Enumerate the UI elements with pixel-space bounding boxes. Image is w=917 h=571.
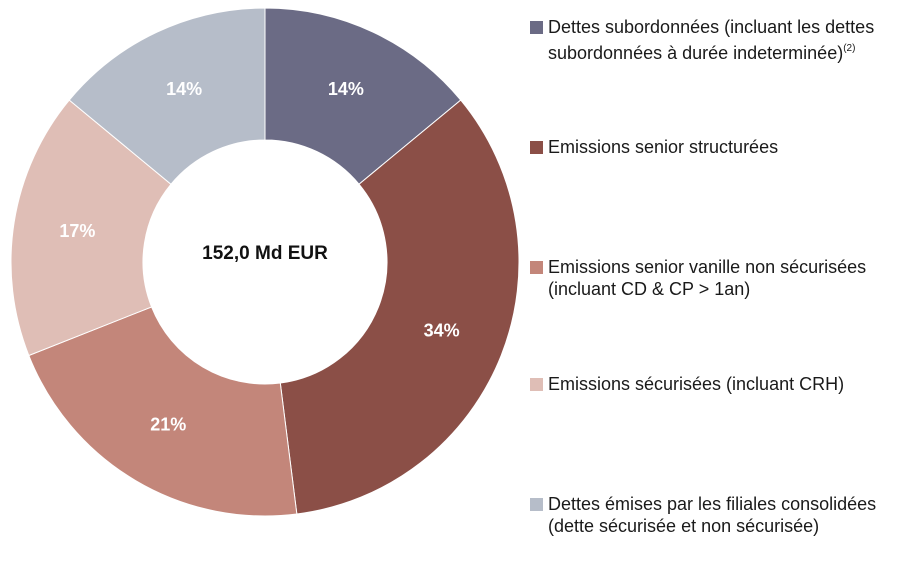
legend-text: Emissions sécurisées (incluant CRH) [548,373,910,395]
data-label: 34% [424,321,460,341]
legend-text: Emissions senior structurées [548,136,910,158]
data-label: 14% [328,79,364,99]
data-label: 17% [59,221,95,241]
legend-label: Dettes subordonnées (incluant les dettes… [548,17,875,63]
legend-item: Emissions senior structurées [530,136,910,158]
legend-text: Emissions senior vanille non sécurisées … [548,256,910,300]
legend-swatch [530,498,543,511]
legend-swatch [530,261,543,274]
data-label: 21% [150,414,186,434]
legend-label: Emissions sécurisées (incluant CRH) [548,374,845,394]
donut-segment [28,306,298,517]
legend-swatch [530,378,543,391]
donut: 14% 34% 21% 17% 14% 152,0 Md EUR [10,7,520,517]
data-label: 14% [166,79,202,99]
legend-item: Emissions senior vanille non sécurisées … [530,256,910,300]
footnote-marker: (2) [843,43,856,54]
legend-swatch [530,141,543,154]
legend-label: Emissions senior vanille non sécurisées … [548,257,867,299]
donut-segment [279,99,520,515]
donut-segment [10,99,172,357]
legend-text: Dettes émises par les filiales consolidé… [548,493,910,537]
legend-item: Dettes subordonnées (incluant les dettes… [530,16,910,64]
legend-item: Dettes émises par les filiales consolidé… [530,493,910,537]
legend-item: Emissions sécurisées (incluant CRH) [530,373,910,395]
legend-swatch [530,21,543,34]
center-label: 152,0 Md EUR [202,243,328,264]
legend-label: Emissions senior structurées [548,137,779,157]
legend-text: Dettes subordonnées (incluant les dettes… [548,16,910,64]
legend-label: Dettes émises par les filiales consolidé… [548,494,877,536]
donut-segment [68,7,266,185]
